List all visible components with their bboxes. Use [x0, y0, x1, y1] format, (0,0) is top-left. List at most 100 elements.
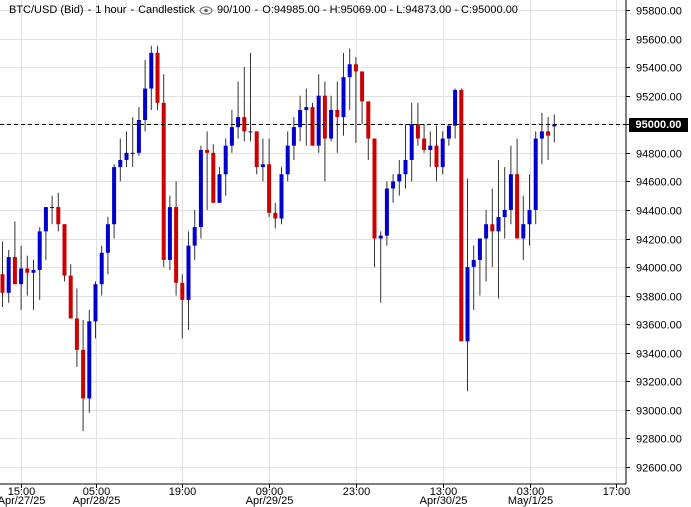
candle: [12, 221, 17, 285]
candle: [409, 102, 414, 182]
count-label: 90/100: [216, 4, 251, 16]
candle: [341, 52, 346, 136]
y-tick-label: 93600.00: [636, 320, 682, 332]
candle: [502, 167, 507, 239]
candle: [6, 249, 11, 303]
candle: [223, 138, 228, 196]
candle: [130, 117, 135, 168]
x-tick-date: Apr/27/25: [0, 495, 45, 507]
y-tick-label: 95200.00: [636, 92, 682, 104]
y-tick-label: 95800.00: [636, 6, 682, 18]
candle: [465, 178, 470, 392]
candle: [353, 57, 358, 143]
candle: [521, 195, 526, 260]
y-tick-label: 94200.00: [636, 235, 682, 247]
candle: [248, 52, 253, 142]
candle-body: [25, 268, 30, 273]
candle-body: [496, 217, 501, 232]
x-tick-time: 13:00: [430, 486, 458, 498]
candle: [291, 117, 296, 160]
candle-body: [192, 227, 197, 246]
y-tick-label: 92600.00: [636, 463, 682, 475]
y-tick-label: 92800.00: [636, 434, 682, 446]
candle: [31, 259, 36, 310]
y-tick-label: 94800.00: [636, 149, 682, 161]
candle: [304, 88, 309, 146]
eye-icon[interactable]: [199, 5, 213, 15]
candle-body: [180, 282, 185, 300]
candle-body: [291, 127, 296, 146]
candle: [211, 144, 216, 203]
candle-body: [236, 117, 241, 128]
y-tick-label: 95600.00: [636, 35, 682, 47]
chart-header: BTC/USD (Bid) - 1 hour - Candlestick 90/…: [9, 4, 518, 16]
x-tick-time: 15:00: [8, 486, 36, 498]
candle: [422, 124, 427, 153]
candle-body: [391, 181, 396, 189]
candle-body: [50, 207, 55, 209]
candle-body: [490, 224, 495, 232]
candle: [62, 224, 67, 282]
y-tick-label: 93000.00: [636, 406, 682, 418]
candle: [229, 109, 234, 153]
candle-body: [508, 174, 513, 210]
candle: [25, 255, 30, 296]
candle: [446, 124, 451, 146]
candle: [273, 202, 278, 229]
candle: [118, 138, 123, 182]
y-tick-label: 93200.00: [636, 377, 682, 389]
candle-body: [446, 125, 451, 139]
candle: [279, 167, 284, 225]
candle-body: [477, 238, 482, 260]
candle-body: [130, 152, 135, 154]
x-tick-date: May/1/25: [508, 495, 553, 507]
candle: [205, 131, 210, 210]
x-tick-time: 17:00: [603, 486, 631, 498]
candle-body: [310, 107, 315, 146]
candle: [347, 48, 352, 110]
candle-body: [155, 52, 160, 103]
candle-body: [304, 107, 309, 110]
x-tick-time: 23:00: [343, 486, 371, 498]
candle: [198, 145, 203, 239]
candle-body: [62, 224, 67, 276]
candle-body: [211, 152, 216, 203]
candle: [440, 131, 445, 175]
candle: [397, 159, 402, 196]
candle-body: [471, 259, 476, 268]
candle: [310, 102, 315, 146]
candle: [155, 45, 160, 110]
candle-body: [242, 117, 247, 132]
x-tick-date: Apr/29/25: [246, 495, 294, 507]
candle-body: [533, 138, 538, 210]
candle-body: [360, 71, 365, 102]
candle-body: [353, 64, 358, 72]
candle: [366, 101, 371, 160]
candle: [192, 209, 197, 260]
candle: [335, 81, 340, 153]
candle-body: [87, 321, 92, 399]
candle-body: [484, 224, 489, 239]
candle-body: [384, 188, 389, 236]
candle: [236, 81, 241, 139]
candle: [477, 238, 482, 296]
interval-label: 1 hour: [95, 4, 127, 16]
candle-body: [31, 269, 36, 273]
candle: [415, 102, 420, 146]
candle: [539, 112, 544, 165]
candle: [43, 207, 48, 260]
candle-body: [229, 127, 234, 146]
candle: [316, 74, 321, 153]
candle-body: [378, 235, 383, 239]
current-price-badge: 95000.00: [629, 117, 688, 132]
candle: [267, 138, 272, 218]
candle: [136, 107, 141, 156]
y-tick-label: 95400.00: [636, 63, 682, 75]
candle: [459, 88, 464, 342]
candle-body: [279, 174, 284, 219]
candle-body: [341, 77, 346, 118]
candle: [515, 138, 520, 239]
x-tick-time: 09:00: [256, 486, 284, 498]
x-tick-time: 03:00: [517, 486, 545, 498]
